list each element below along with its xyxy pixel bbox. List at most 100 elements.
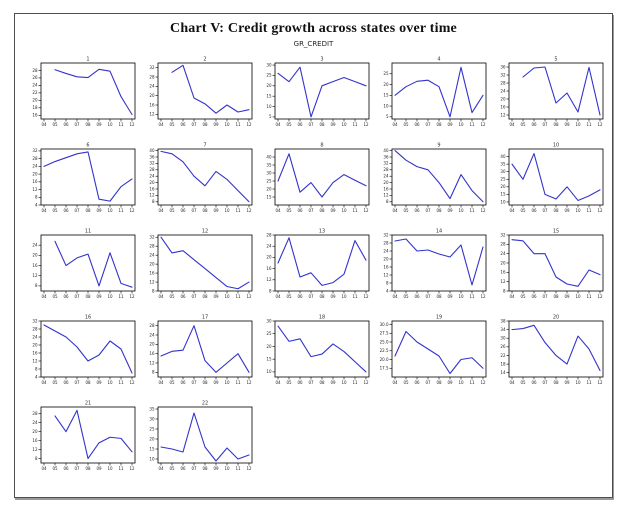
plot-border [157, 234, 252, 292]
x-tick-label: 04 [275, 294, 281, 299]
y-tick-label: 15 [149, 446, 155, 451]
line-chart-22: 22 10 15 20 25 30 35 04 05 06 07 08 09 10 11 12 [149, 401, 252, 471]
y-tick-label: 20 [32, 171, 38, 176]
x-tick-label: 09 [447, 122, 453, 127]
y-tick-label: 12 [149, 193, 155, 198]
x-tick-label: 11 [235, 122, 241, 127]
x-tick-label: 11 [118, 294, 124, 299]
x-tick-label: 06 [297, 380, 303, 385]
y-tick-label: 20 [500, 184, 506, 189]
x-tick-label: 04 [275, 208, 281, 213]
x-tick-label: 12 [246, 466, 252, 471]
y-tick-label: 28 [266, 232, 272, 237]
x-tick-label: 05 [286, 294, 292, 299]
x-tick-label: 08 [553, 208, 559, 213]
x-tick-label: 07 [425, 208, 431, 213]
y-tick-label: 12 [500, 279, 506, 284]
y-tick-label: 36 [149, 154, 155, 159]
x-tick-label: 09 [447, 208, 453, 213]
y-tick-label: 32 [500, 232, 506, 237]
state-panel-11: 11 8 12 16 20 24 04 05 06 07 08 09 10 11 12 [24, 226, 141, 306]
y-tick-label: 16 [500, 104, 506, 109]
line-chart-17: 17 8 12 16 20 24 28 04 05 06 07 08 09 10 11 12 [149, 315, 252, 385]
y-tick-label: 35 [149, 406, 155, 411]
y-tick-label: 25.0 [379, 339, 388, 344]
y-tick-label: 16 [32, 113, 38, 118]
y-tick-label: 28 [32, 326, 38, 331]
plot-border [274, 234, 369, 292]
y-tick-label: 25 [266, 178, 272, 183]
x-tick-label: 09 [96, 466, 102, 471]
state-panel-8: 8 15 20 25 30 35 40 04 05 06 07 08 09 10 11 12 [258, 140, 375, 220]
y-tick-label: 8 [151, 199, 154, 204]
plot-border [40, 406, 135, 464]
y-tick-label: 16 [149, 186, 155, 191]
y-tick-label: 12 [149, 112, 155, 117]
data-line [393, 150, 484, 203]
x-tick-label: 10 [224, 380, 230, 385]
x-tick-label: 06 [63, 294, 69, 299]
x-tick-label: 07 [191, 122, 197, 127]
x-tick-label: 05 [520, 122, 526, 127]
y-tick-label: 12 [500, 112, 506, 117]
x-tick-label: 04 [41, 380, 47, 385]
x-tick-label: 07 [308, 380, 314, 385]
y-tick-label: 35 [500, 161, 506, 166]
line-chart-8: 8 15 20 25 30 35 40 04 05 06 07 08 09 10 11 12 [266, 143, 369, 213]
line-chart-16: 16 4 8 12 16 20 24 28 32 04 05 06 07 08 09 10 11 12 [32, 315, 135, 385]
data-line [510, 324, 601, 372]
y-tick-label: 20 [500, 260, 506, 265]
data-line [170, 64, 250, 114]
y-tick-label: 20 [32, 253, 38, 258]
x-tick-label: 06 [531, 208, 537, 213]
y-tick-label: 8 [34, 195, 37, 200]
x-tick-label: 05 [52, 294, 58, 299]
state-panel-16: 16 4 8 12 16 20 24 28 32 04 05 06 07 08 09 10 11 12 [24, 312, 141, 392]
y-tick-label: 18 [500, 361, 506, 366]
x-tick-label: 08 [85, 380, 91, 385]
y-tick-label: 28 [32, 68, 38, 73]
x-tick-label: 08 [202, 208, 208, 213]
x-tick-label: 09 [96, 208, 102, 213]
line-chart-21: 21 8 12 16 20 24 28 04 05 06 07 08 09 10 11 12 [32, 401, 135, 471]
state-panel-15: 15 8 12 16 20 24 28 32 04 05 06 07 08 09 10 11 12 [492, 226, 609, 306]
y-tick-label: 15 [500, 192, 506, 197]
y-tick-label: 16 [500, 270, 506, 275]
x-tick-label: 08 [85, 294, 91, 299]
line-chart-3: 3 5 10 15 20 25 30 04 05 06 07 08 09 10 11 12 [266, 57, 369, 127]
x-tick-label: 04 [158, 122, 164, 127]
y-tick-label: 16 [149, 351, 155, 356]
x-tick-label: 08 [319, 122, 325, 127]
x-tick-label: 07 [74, 208, 80, 213]
y-tick-label: 8 [268, 288, 271, 293]
x-tick-label: 05 [169, 122, 175, 127]
x-tick-label: 07 [191, 380, 197, 385]
x-tick-label: 04 [158, 466, 164, 471]
line-chart-11: 11 8 12 16 20 24 04 05 06 07 08 09 10 11 12 [32, 229, 135, 299]
x-tick-label: 10 [458, 294, 464, 299]
x-tick-label: 12 [129, 208, 135, 213]
x-tick-label: 06 [414, 208, 420, 213]
chart-frame: Chart V: Credit growth across states ove… [14, 13, 613, 498]
y-tick-label: 16 [32, 350, 38, 355]
x-tick-label: 08 [319, 294, 325, 299]
y-tick-label: 24 [266, 244, 272, 249]
x-tick-label: 08 [319, 208, 325, 213]
data-line [276, 325, 367, 373]
x-tick-label: 06 [531, 294, 537, 299]
panel-number: 6 [86, 143, 89, 149]
x-tick-label: 07 [191, 466, 197, 471]
plot-border [157, 320, 252, 378]
data-line [393, 66, 484, 118]
data-line [276, 66, 367, 118]
y-tick-label: 16 [32, 179, 38, 184]
y-tick-label: 24 [383, 248, 389, 253]
x-tick-label: 06 [414, 122, 420, 127]
x-tick-label: 05 [403, 294, 409, 299]
x-tick-label: 09 [330, 380, 336, 385]
x-tick-label: 11 [586, 294, 592, 299]
x-tick-label: 06 [414, 380, 420, 385]
x-tick-label: 08 [202, 294, 208, 299]
x-tick-label: 05 [52, 380, 58, 385]
x-tick-label: 09 [330, 122, 336, 127]
